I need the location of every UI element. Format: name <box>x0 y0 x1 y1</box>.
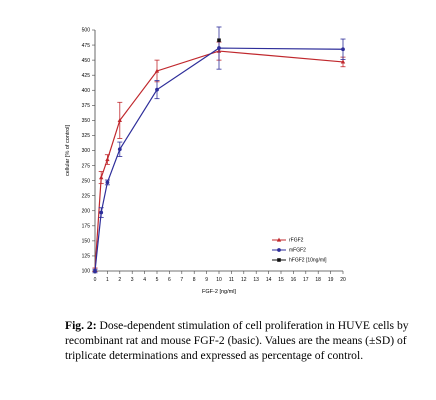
x-tick-label: 11 <box>229 277 234 283</box>
data-point <box>217 38 221 43</box>
data-point <box>105 180 110 185</box>
axes: 0 1 2 3 4 5 6 7 8 9 10 11 12 13 14 15 16 17 18 19 2010012515… <box>65 28 346 295</box>
x-tick-label: 18 <box>315 277 321 283</box>
y-tick-label: 225 <box>82 193 91 199</box>
y-tick-label: 325 <box>82 133 91 139</box>
x-tick-label: 12 <box>241 277 247 283</box>
y-tick-label: 300 <box>82 148 91 154</box>
y-tick-label: 350 <box>82 118 91 124</box>
x-tick-label: 13 <box>253 277 259 283</box>
x-axis-title: FGF-2 [ng/ml] <box>202 289 236 295</box>
x-tick-label: 15 <box>278 277 284 283</box>
x-tick-label: 3 <box>131 277 134 283</box>
x-tick-label: 4 <box>143 277 146 283</box>
legend-marker <box>277 248 281 252</box>
x-tick-label: 10 <box>216 277 222 283</box>
data-point <box>154 68 160 73</box>
y-tick-label: 425 <box>82 73 91 79</box>
data-point <box>117 147 122 152</box>
x-tick-label: 8 <box>193 277 196 283</box>
y-tick-label: 100 <box>82 269 91 275</box>
y-tick-label: 250 <box>82 178 91 184</box>
data-point <box>93 269 97 273</box>
data-point <box>105 157 110 162</box>
x-tick-label: 17 <box>303 277 309 283</box>
series-line <box>94 47 344 272</box>
chart: 0 1 2 3 4 5 6 7 8 9 10 11 12 13 14 15 16 17 18 19 2010012515… <box>65 26 346 295</box>
y-tick-label: 375 <box>82 103 91 109</box>
x-tick-label: 6 <box>168 277 171 283</box>
x-tick-label: 16 <box>291 277 297 283</box>
legend: rFGF2 mFGF2 hFGF2 [10ng/ml] <box>272 237 327 264</box>
x-tick-label: 19 <box>328 277 334 283</box>
legend-item: rFGF2 <box>272 237 304 244</box>
y-tick-label: 125 <box>82 254 91 260</box>
series-mfgf2 <box>92 26 346 274</box>
y-tick-label: 200 <box>82 208 91 214</box>
y-tick-label: 475 <box>82 43 91 49</box>
x-tick-label: 2 <box>118 277 121 283</box>
x-tick-label: 0 <box>94 277 97 283</box>
x-tick-label: 7 <box>180 277 183 283</box>
legend-label: mFGF2 <box>289 248 306 254</box>
x-tick-label: 14 <box>266 277 272 283</box>
x-tick-label: 5 <box>156 277 159 283</box>
x-tick-label: 1 <box>106 277 109 283</box>
x-tick-label: 20 <box>340 277 346 283</box>
y-tick-label: 275 <box>82 163 91 169</box>
caption-label: Fig. 2: <box>65 319 97 332</box>
legend-label: rFGF2 <box>289 238 304 244</box>
caption-text: Dose-dependent stimulation of cell proli… <box>65 319 409 362</box>
series-hfgf2-10ng-ml- <box>217 38 221 43</box>
series-layer <box>92 26 346 274</box>
y-axis-title: cellular [% of control] <box>65 125 71 177</box>
y-tick-label: 400 <box>82 88 91 94</box>
x-tick-label: 9 <box>205 277 208 283</box>
y-tick-label: 150 <box>82 239 91 245</box>
y-tick-label: 500 <box>82 28 91 34</box>
data-point <box>340 59 346 64</box>
data-point <box>99 210 104 215</box>
data-point <box>117 117 122 122</box>
legend-label: hFGF2 [10ng/ml] <box>289 258 327 264</box>
data-point <box>155 87 159 92</box>
data-point <box>99 175 104 180</box>
legend-marker <box>276 237 282 242</box>
data-point <box>341 47 345 52</box>
legend-item: mFGF2 <box>272 248 306 254</box>
legend-item: hFGF2 [10ng/ml] <box>272 258 327 264</box>
legend-marker <box>277 258 281 262</box>
figure-caption: Fig. 2: Dose-dependent stimulation of ce… <box>65 318 410 363</box>
series-rfgf2 <box>92 41 346 273</box>
y-tick-label: 450 <box>82 58 91 64</box>
series-line <box>94 50 344 270</box>
data-point <box>217 46 221 50</box>
y-tick-label: 175 <box>82 224 91 230</box>
